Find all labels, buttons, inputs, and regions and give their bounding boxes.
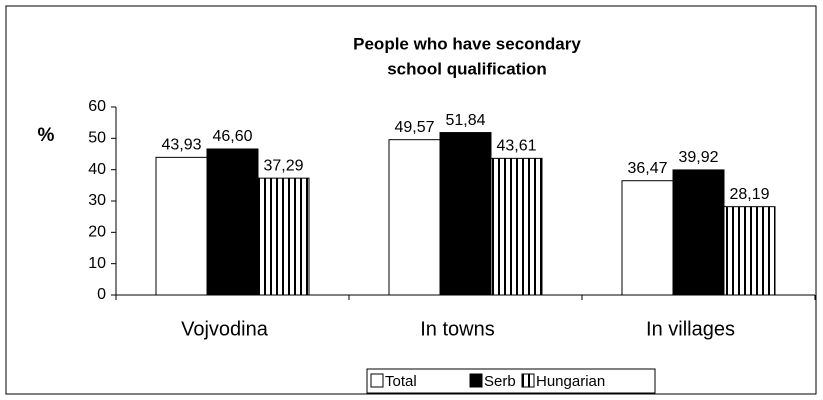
value-label: 49,57 [394,119,434,136]
bar [723,206,776,296]
y-tick-label: 20 [88,224,106,241]
bar [388,139,441,296]
bar [206,148,259,296]
bar [672,169,725,296]
legend-swatch [521,373,535,388]
bar [621,180,674,296]
x-tick-label: In towns [420,318,494,340]
legend-swatch [370,373,384,388]
chart-title: People who have secondary [353,34,581,53]
legend-label: Total [385,373,417,390]
bar [439,132,492,296]
x-tick-label: In villages [646,318,735,340]
y-tick-label: 60 [88,98,106,115]
value-label: 46,60 [212,128,252,145]
y-tick-label: 30 [88,192,106,209]
value-label: 43,93 [161,137,201,154]
y-tick-label: 0 [97,286,106,303]
bar [490,157,543,296]
bar [155,156,208,296]
y-axis-label: % [38,125,55,146]
x-tick-label: Vojvodina [181,318,269,340]
value-label: 43,61 [496,138,536,155]
value-label: 36,47 [627,160,667,177]
bar [257,177,310,296]
y-tick-label: 40 [88,161,106,178]
value-label: 39,92 [678,149,718,166]
value-label: 37,29 [263,157,303,174]
value-label: 28,19 [729,186,769,203]
chart-title: school qualification [387,59,547,78]
legend-label: Serb [484,373,516,390]
value-label: 51,84 [445,112,485,129]
legend-swatch [469,373,483,388]
legend-label: Hungarian [536,373,605,390]
legend-box [366,368,656,394]
y-tick-label: 10 [88,255,106,272]
y-tick-label: 50 [88,130,106,147]
